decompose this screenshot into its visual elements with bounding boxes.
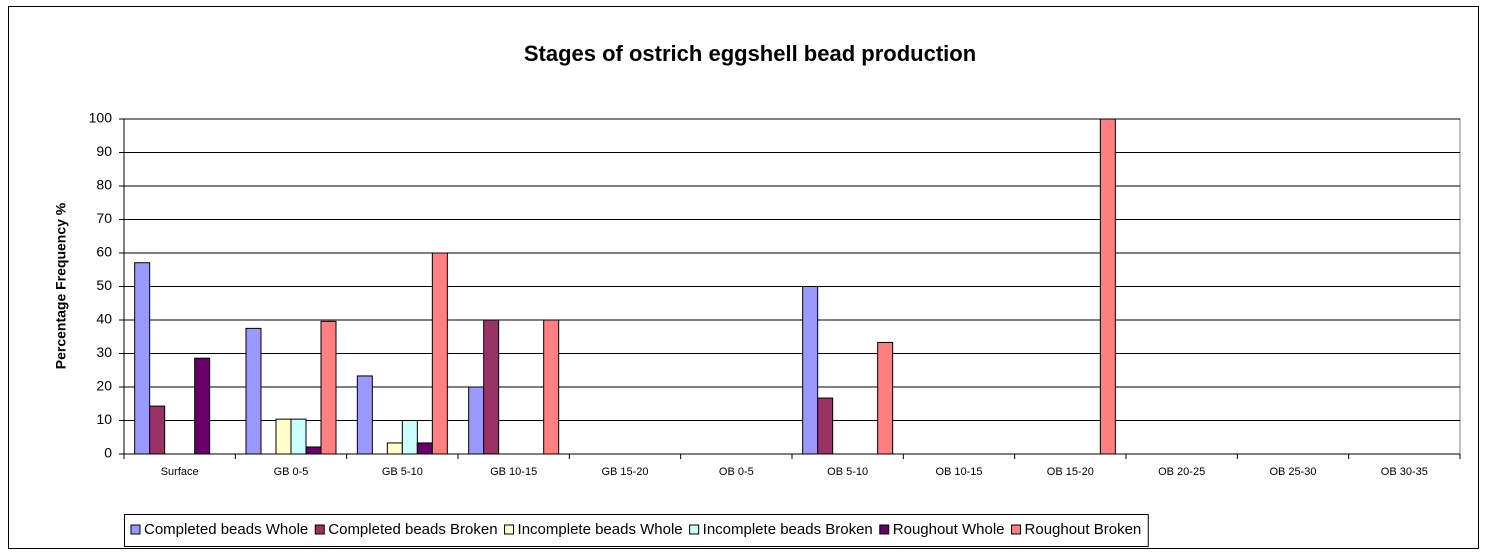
bar <box>416 442 433 455</box>
bar <box>802 286 819 455</box>
legend-swatch <box>504 524 515 535</box>
x-tick-label: OB 5-10 <box>827 466 868 478</box>
legend-box <box>124 514 1149 547</box>
bar <box>1099 118 1116 455</box>
legend-label: Roughout Broken <box>1025 521 1142 538</box>
legend-label: Roughout Whole <box>893 521 1005 538</box>
x-tick-label: GB 10-15 <box>490 466 537 478</box>
legend-swatch <box>130 524 141 535</box>
y-tick-label: 30 <box>96 344 112 360</box>
x-tick-label: OB 0-5 <box>719 466 754 478</box>
bar <box>877 341 894 455</box>
bar <box>401 420 418 455</box>
x-tick-label: GB 15-20 <box>601 466 648 478</box>
y-tick-label: 40 <box>96 311 112 327</box>
x-tick-label: OB 30-35 <box>1381 466 1428 478</box>
x-tick-label: OB 25-30 <box>1269 466 1316 478</box>
x-tick-label: Surface <box>161 466 199 478</box>
legend-swatch <box>879 524 890 535</box>
bar <box>817 397 834 455</box>
bar <box>320 320 337 455</box>
bar <box>245 327 262 455</box>
legend-swatch <box>314 524 325 535</box>
y-axis-label: Percentage Frequency % <box>53 202 69 369</box>
chart-title: Stages of ostrich eggshell bead producti… <box>524 41 976 66</box>
x-tick-label: OB 20-25 <box>1158 466 1205 478</box>
x-tick-label: OB 15-20 <box>1047 466 1094 478</box>
y-tick-label: 20 <box>96 378 112 394</box>
bar <box>543 319 560 455</box>
bar <box>356 375 373 455</box>
bar <box>483 319 500 455</box>
y-tick-label: 80 <box>96 177 112 193</box>
bar <box>386 442 403 455</box>
x-tick-label: GB 0-5 <box>274 466 309 478</box>
legend-swatch <box>689 524 700 535</box>
y-tick-label: 100 <box>89 110 113 126</box>
x-tick-label: OB 10-15 <box>935 466 982 478</box>
x-tick-label: GB 5-10 <box>382 466 423 478</box>
legend-label: Incomplete beads Broken <box>703 521 873 538</box>
y-tick-label: 10 <box>96 411 112 427</box>
y-tick-label: 90 <box>96 143 112 159</box>
y-tick-label: 70 <box>96 210 112 226</box>
bar <box>290 418 307 455</box>
bar <box>305 446 322 455</box>
bar <box>275 418 292 455</box>
bar <box>194 357 211 455</box>
legend-label: Completed beads Whole <box>144 521 308 538</box>
bar <box>431 252 448 455</box>
bar <box>468 386 485 455</box>
y-tick-label: 60 <box>96 244 112 260</box>
y-tick-label: 0 <box>104 445 112 461</box>
legend-label: Completed beads Broken <box>328 521 497 538</box>
y-tick-label: 50 <box>96 277 112 293</box>
legend-label: Incomplete beads Whole <box>518 521 683 538</box>
bar <box>134 262 151 455</box>
bar <box>149 405 166 455</box>
legend-swatch <box>1011 524 1022 535</box>
